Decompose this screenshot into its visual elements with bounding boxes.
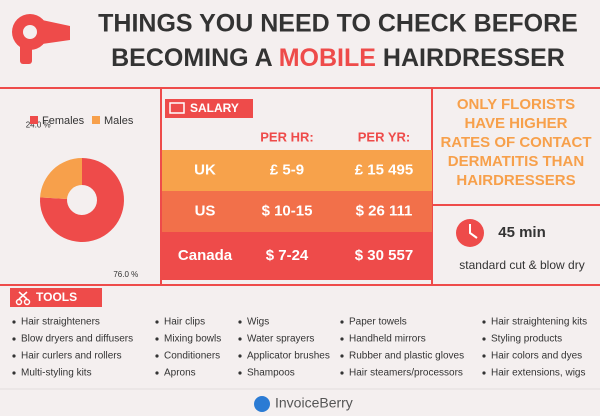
fact-line: HAIRDRESSERS bbox=[456, 172, 575, 189]
bullet bbox=[155, 337, 159, 341]
time-value: 45 min bbox=[498, 224, 546, 241]
fact-line: ONLY FLORISTS bbox=[457, 96, 575, 113]
salary-row bbox=[162, 150, 432, 191]
legend-label: Males bbox=[104, 115, 134, 127]
salary-cell: UK bbox=[194, 161, 216, 178]
bullet bbox=[12, 337, 16, 341]
salary-row bbox=[162, 232, 432, 280]
bullet bbox=[340, 371, 344, 375]
fact-line: RATES OF CONTACT bbox=[440, 134, 591, 151]
title-part: BECOMING A bbox=[111, 44, 279, 72]
bullet bbox=[238, 354, 242, 358]
tool-item: Hair steamers/processors bbox=[349, 368, 463, 379]
bullet bbox=[340, 320, 344, 324]
tool-item: Hair extensions, wigs bbox=[491, 368, 585, 379]
fact-line: DERMATITIS THAN bbox=[448, 153, 584, 170]
tool-item: Rubber and plastic gloves bbox=[349, 351, 464, 362]
title-line2: BECOMING A MOBILE HAIRDRESSER bbox=[111, 44, 565, 72]
salary-cell: US bbox=[195, 202, 216, 219]
bullet bbox=[12, 354, 16, 358]
salary-title: SALARY bbox=[190, 101, 239, 115]
salary-cell: Canada bbox=[178, 247, 233, 264]
value-label: 24.0 % bbox=[26, 120, 51, 129]
salary-cell: $ 10-15 bbox=[262, 202, 313, 219]
bullet bbox=[12, 320, 16, 324]
tool-item: Styling products bbox=[491, 334, 562, 345]
bullet bbox=[155, 354, 159, 358]
salary-cell: $ 30 557 bbox=[355, 247, 413, 264]
money-icon bbox=[169, 102, 185, 114]
salary-row bbox=[162, 191, 432, 232]
bullet bbox=[482, 320, 486, 324]
salary-tab bbox=[165, 99, 253, 118]
hairdryer-icon bbox=[12, 14, 70, 64]
tool-item: Blow dryers and diffusers bbox=[21, 334, 133, 345]
bullet bbox=[238, 320, 242, 324]
salary-header: PER HR: bbox=[260, 129, 313, 144]
brand-logo bbox=[254, 396, 270, 412]
salary-header: PER YR: bbox=[358, 129, 411, 144]
bullet bbox=[482, 354, 486, 358]
bullet bbox=[12, 371, 16, 375]
tool-item: Mixing bowls bbox=[164, 334, 221, 345]
bullet bbox=[340, 354, 344, 358]
bullet bbox=[155, 320, 159, 324]
tool-item: Applicator brushes bbox=[247, 351, 330, 362]
salary-cell: $ 26 111 bbox=[356, 202, 413, 219]
tool-item: Wigs bbox=[247, 317, 269, 328]
tool-item: Water sprayers bbox=[247, 334, 314, 345]
tool-item: Hair clips bbox=[164, 317, 205, 328]
bullet bbox=[238, 337, 242, 341]
value-label: 76.0 % bbox=[113, 270, 138, 279]
fact-line: HAVE HIGHER bbox=[464, 115, 567, 132]
bullet bbox=[482, 371, 486, 375]
legend-label: Females bbox=[42, 115, 85, 127]
salary-cell: £ 5-9 bbox=[270, 161, 304, 178]
legend-swatch bbox=[92, 116, 100, 124]
title-line1: THINGS YOU NEED TO CHECK BEFORE bbox=[98, 10, 578, 38]
brand: InvoiceBerry bbox=[275, 395, 353, 411]
tool-item: Handheld mirrors bbox=[349, 334, 426, 345]
pie-slice bbox=[40, 158, 125, 242]
tool-item: Hair straighteners bbox=[21, 317, 100, 328]
bullet bbox=[482, 337, 486, 341]
bullet bbox=[340, 337, 344, 341]
tool-item: Hair curlers and rollers bbox=[21, 351, 122, 362]
tool-item: Shampoos bbox=[247, 368, 295, 379]
salary-cell: $ 7-24 bbox=[266, 247, 309, 264]
bullet bbox=[238, 371, 242, 375]
tool-item: Hair colors and dyes bbox=[491, 351, 582, 362]
scissors-icon bbox=[15, 291, 31, 306]
tool-item: Aprons bbox=[164, 368, 196, 379]
time-label: standard cut & blow dry bbox=[459, 258, 584, 272]
title-part: HAIRDRESSER bbox=[376, 44, 565, 72]
bullet bbox=[155, 371, 159, 375]
title-highlight: MOBILE bbox=[279, 44, 376, 72]
salary-cell: £ 15 495 bbox=[355, 161, 413, 178]
pie-slice bbox=[40, 158, 82, 200]
tools-tab bbox=[10, 288, 102, 307]
legend-swatch bbox=[30, 116, 38, 124]
tool-item: Conditioners bbox=[164, 351, 220, 362]
tool-item: Multi-styling kits bbox=[21, 368, 92, 379]
tools-title: TOOLS bbox=[36, 290, 77, 304]
tool-item: Paper towels bbox=[349, 317, 407, 328]
clock-hands bbox=[469, 224, 478, 239]
tool-item: Hair straightening kits bbox=[491, 317, 587, 328]
